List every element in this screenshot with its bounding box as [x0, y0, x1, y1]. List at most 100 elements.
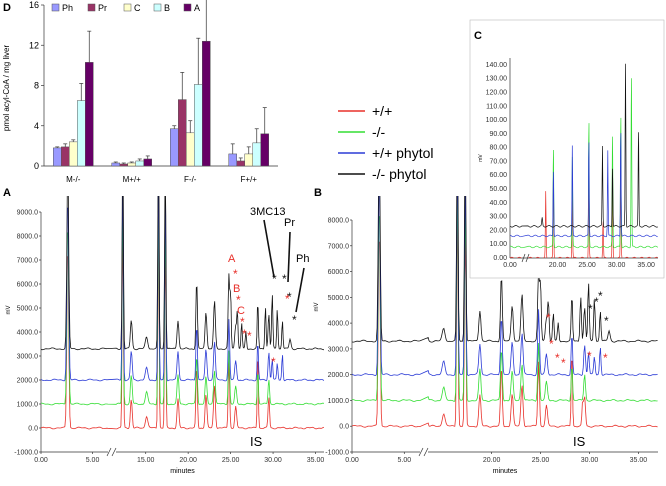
y-tick-label: 1000.0 — [328, 398, 350, 405]
y-tick-label: 140.00 — [486, 62, 508, 69]
bar — [53, 147, 62, 167]
x-tick-label: 35.00 — [307, 457, 325, 464]
y-tick-label: 0.0 — [339, 424, 349, 431]
bar — [170, 128, 179, 167]
annotation-is: IS — [250, 434, 263, 449]
peak-marker-red: * — [561, 356, 566, 370]
legend-text: +/+ — [372, 103, 392, 119]
y-tick-label: 6000.0 — [328, 269, 350, 276]
y-tick-label: 10.00 — [489, 241, 507, 248]
y-tick-label: 100.00 — [486, 117, 508, 124]
trace-black — [510, 63, 658, 228]
x-tick-label: 0.00 — [503, 262, 517, 269]
trace-black — [41, 196, 324, 351]
bar — [194, 84, 203, 167]
y-tick-label: -1000.0 — [325, 450, 349, 457]
legend-swatch — [87, 3, 96, 12]
axis-break — [111, 447, 117, 457]
bar — [111, 162, 120, 167]
y-axis-label: mV — [6, 306, 12, 315]
trace-blue — [352, 196, 658, 377]
y-tick-label: 80.00 — [489, 145, 507, 152]
axis-break — [423, 447, 429, 457]
bar — [202, 40, 211, 167]
bar-y-tick-label: 4 — [34, 121, 39, 131]
x-tick-label: 20.00 — [483, 457, 501, 464]
x-tick-label: 15.00 — [137, 457, 155, 464]
peak-marker-black: * — [594, 295, 599, 309]
bar-y-tick-label: 16 — [29, 0, 39, 10]
bar — [244, 153, 253, 167]
legend-swatch — [51, 3, 60, 12]
y-tick-label: 3000.0 — [17, 354, 39, 361]
axis-break — [106, 447, 112, 457]
y-tick-label: 110.00 — [486, 103, 507, 110]
peak-marker-red: * — [247, 329, 252, 343]
annotation-c: C — [237, 305, 245, 317]
peak-marker-red: * — [587, 349, 592, 363]
peak-marker-red: * — [549, 337, 554, 351]
x-tick-label: 30.00 — [608, 262, 626, 269]
panel-label-d: D — [3, 2, 11, 14]
x-tick-label: 30.00 — [264, 457, 282, 464]
annotation-pr: Pr — [284, 217, 295, 229]
bar-category-label: M+/+ — [123, 175, 142, 184]
panel-label-c: C — [474, 30, 482, 42]
y-tick-label: 4000.0 — [17, 330, 39, 337]
x-tick-label: 30.00 — [581, 457, 599, 464]
chromatogram-b-annotations: *** * ** * ***IS — [546, 289, 609, 449]
legend-text: -/- phytol — [372, 166, 426, 182]
y-tick-label: 8000.0 — [17, 234, 39, 241]
bar-legend: Ph Pr C B A — [51, 3, 200, 13]
peak-marker-red: * — [285, 292, 290, 306]
peak-marker-black: * — [292, 313, 297, 327]
annotation-ph: Ph — [296, 253, 309, 265]
trace-green — [352, 196, 658, 402]
bar-y-tick-label: 0 — [34, 161, 39, 171]
bar — [61, 146, 70, 167]
peak-marker-red: * — [236, 293, 241, 307]
bar — [252, 142, 261, 167]
peak-marker-black: * — [604, 314, 609, 328]
legend-label: B — [164, 3, 170, 13]
trace-blue — [510, 133, 658, 238]
y-tick-label: 6000.0 — [17, 282, 39, 289]
bar — [186, 132, 195, 167]
bar — [77, 100, 86, 167]
y-tick-label: 20.00 — [489, 227, 507, 234]
peak-marker-red: * — [271, 355, 276, 369]
trace-legend: +/+ -/- +/+ phytol -/- phytol — [338, 103, 434, 182]
bar — [85, 62, 94, 167]
x-tick-label: 0.00 — [345, 457, 359, 464]
legend-text: -/- — [372, 124, 386, 140]
arrow-pr — [287, 231, 291, 283]
trace-blue — [41, 196, 324, 382]
x-tick-label: 25.00 — [222, 457, 240, 464]
bar — [119, 163, 128, 167]
peak-marker-red: * — [233, 267, 238, 281]
arrow-ph — [295, 267, 305, 313]
annotation-a: A — [228, 253, 236, 265]
bar-series — [53, 0, 269, 167]
bar — [228, 153, 237, 167]
y-tick-label: 60.00 — [489, 172, 507, 179]
bar-category-label: F+/+ — [241, 175, 258, 184]
annotation-is: IS — [573, 434, 586, 449]
y-tick-label: -1000.0 — [14, 450, 38, 457]
y-tick-label: 1000.0 — [17, 402, 39, 409]
x-tick-label: 25.00 — [532, 457, 550, 464]
panel-label-b: B — [314, 187, 322, 199]
bar — [127, 162, 136, 167]
y-tick-label: 40.00 — [489, 200, 507, 207]
chromatogram-b-traces — [352, 196, 658, 428]
axis-break — [521, 253, 526, 263]
annotation-3mc13: 3MC13 — [250, 206, 285, 218]
x-axis-label: minutes — [493, 468, 518, 475]
bar-y-tick-label: 12 — [29, 40, 39, 50]
peak-marker-red: * — [240, 315, 245, 329]
axis-break — [418, 447, 424, 457]
y-axis-label: mV — [314, 303, 320, 312]
x-axis-label: minutes — [170, 468, 195, 475]
trace-red — [41, 220, 324, 430]
